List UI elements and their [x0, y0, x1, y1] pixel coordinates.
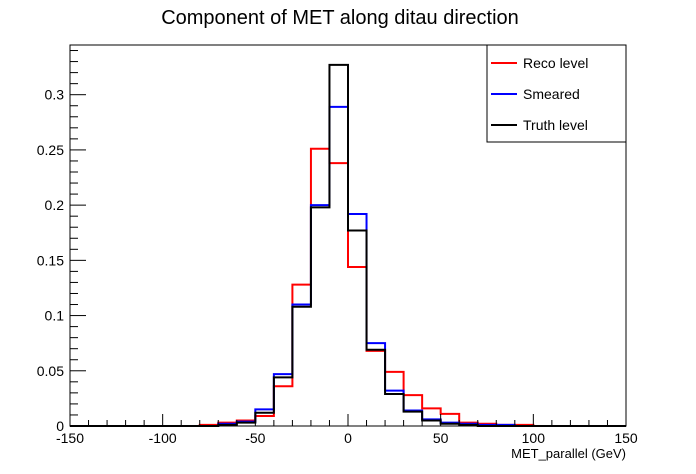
y-tick-label: 0.25 [37, 142, 64, 158]
x-tick-label: 150 [614, 430, 638, 446]
x-tick-label: -100 [149, 430, 177, 446]
x-tick-label: 100 [522, 430, 546, 446]
y-tick-label: 0.1 [45, 308, 65, 324]
chart-title: Component of MET along ditau direction [161, 7, 519, 29]
y-tick-label: 0.05 [37, 363, 64, 379]
y-axis: 0 0.05 0.1 0.15 0.2 0.25 0.3 [37, 50, 86, 434]
legend-label: Reco level [523, 55, 588, 71]
y-tick-label: 0.2 [45, 197, 65, 213]
legend-label: Smeared [523, 86, 580, 102]
x-tick-label: -50 [245, 430, 265, 446]
y-tick-label: 0 [56, 418, 64, 434]
series-line-truth-level [70, 63, 626, 427]
x-tick-label: 0 [344, 430, 352, 446]
legend-label: Truth level [523, 117, 588, 133]
x-tick-label: -150 [56, 430, 84, 446]
y-tick-label: 0.15 [37, 252, 64, 268]
y-tick-label: 0.3 [45, 87, 65, 103]
legend: Reco level Smeared Truth level [486, 44, 627, 143]
x-tick-label: 50 [433, 430, 449, 446]
x-axis-title: MET_parallel (GeV) [511, 446, 626, 461]
x-axis: -150 -100 -50 0 50 100 150 [56, 414, 638, 446]
